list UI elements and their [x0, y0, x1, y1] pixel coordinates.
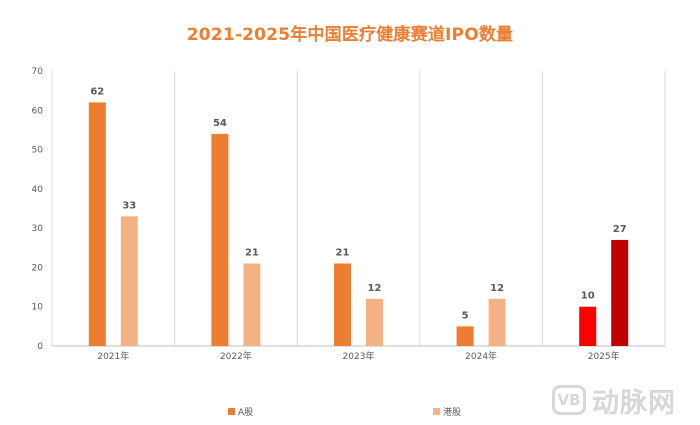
data-label: 12 — [368, 283, 382, 294]
legend-item-a-shares: A股 — [228, 405, 253, 418]
bar-a-shares — [88, 102, 106, 346]
y-tick-label: 70 — [32, 67, 44, 77]
legend-swatch-hk-shares — [433, 408, 440, 415]
legend-label-hk-shares: 港股 — [443, 408, 462, 418]
data-label: 5 — [462, 310, 469, 321]
bar-hk-shares — [243, 263, 261, 346]
y-tick-label: 40 — [32, 185, 44, 195]
y-tick-label: 60 — [32, 106, 44, 116]
data-label: 27 — [613, 224, 627, 235]
bar-hk-shares — [120, 216, 138, 346]
bar-a-shares — [334, 263, 351, 346]
bar-hk-shares — [611, 239, 629, 346]
legend-swatch-a-shares — [228, 408, 235, 415]
x-category-label: 2024年 — [465, 350, 497, 362]
x-category-label: 2022年 — [220, 350, 252, 362]
bar-a-shares — [579, 306, 597, 346]
data-label: 21 — [245, 248, 259, 259]
watermark-logo-icon: VB — [552, 385, 586, 415]
legend-label-a-shares: A股 — [238, 408, 254, 418]
x-category-label: 2025年 — [588, 350, 620, 362]
data-label: 33 — [122, 200, 136, 211]
bar-a-shares — [211, 133, 229, 346]
y-tick-label: 10 — [32, 303, 44, 313]
data-label: 62 — [90, 86, 104, 97]
y-tick-label: 0 — [37, 342, 43, 352]
bar-hk-shares — [488, 298, 506, 346]
x-category-label: 2021年 — [97, 350, 129, 362]
data-label: 10 — [581, 291, 595, 302]
bar-hk-shares — [366, 298, 383, 346]
chart-title: 2021-2025年中国医疗健康赛道IPO数量 — [186, 25, 514, 45]
y-tick-label: 20 — [32, 263, 44, 273]
data-label: 21 — [336, 248, 350, 259]
y-tick-label: 50 — [32, 146, 44, 156]
legend-item-hk-shares: 港股 — [433, 405, 461, 418]
bar-a-shares — [456, 326, 474, 346]
data-label: 54 — [213, 118, 227, 129]
watermark: VB 动脉网 — [552, 380, 676, 420]
watermark-logo-text: VB — [557, 391, 581, 409]
watermark-text: 动脉网 — [592, 387, 676, 419]
x-category-label: 2023年 — [343, 350, 375, 362]
data-label: 12 — [490, 283, 504, 294]
y-tick-label: 30 — [32, 224, 44, 234]
